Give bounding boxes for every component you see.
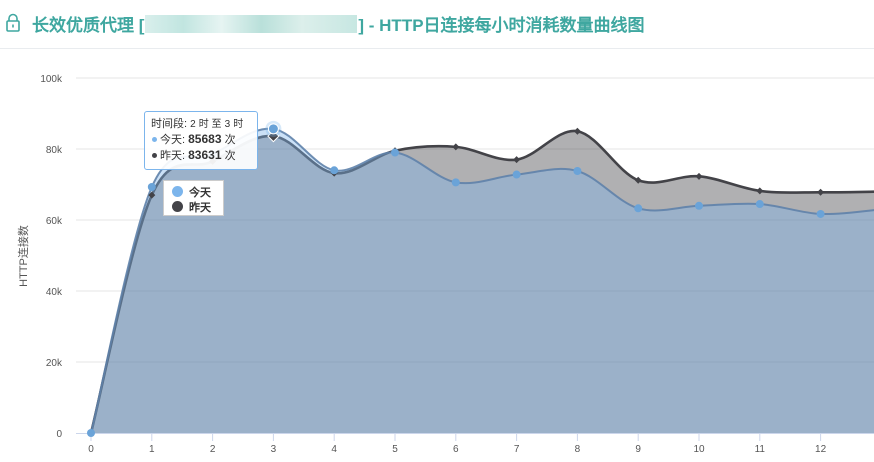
point-marker-yesterday	[634, 176, 642, 184]
y-tick-label: 20k	[46, 358, 63, 369]
tooltip-time-from: 2	[190, 119, 196, 130]
series-area	[91, 128, 874, 433]
point-marker-today	[695, 201, 703, 210]
tooltip-time-unit2: 时	[233, 119, 244, 130]
x-tick-label: 8	[575, 444, 581, 455]
page-title: 长效优质代理 [ ] - HTTP日连接每小时消耗数量曲线图	[32, 11, 645, 36]
point-marker-yesterday	[513, 156, 521, 164]
y-tick-label: 100k	[40, 74, 63, 85]
x-tick-label: 10	[693, 444, 705, 455]
point-marker-today	[87, 429, 95, 437]
tooltip-today-label: 今天:	[160, 134, 186, 146]
point-marker-yesterday	[817, 188, 825, 196]
point-marker-today	[330, 166, 339, 175]
point-marker-today	[573, 167, 582, 176]
x-tick-label: 9	[635, 444, 641, 455]
legend-symbol-yesterday	[172, 201, 183, 212]
tooltip-row-yesterday: 昨天: 83631 次	[151, 148, 257, 164]
point-marker-yesterday	[695, 172, 703, 180]
x-tick-label: 5	[392, 444, 398, 455]
title-prefix: 长效优质代理 [	[32, 16, 145, 35]
point-markers	[87, 120, 825, 437]
legend-label-yesterday: 昨天	[189, 201, 211, 214]
point-marker-today	[391, 148, 399, 157]
series-area	[91, 131, 874, 433]
x-tick-label: 2	[210, 444, 216, 455]
chart-header: 长效优质代理 [ ] - HTTP日连接每小时消耗数量曲线图	[0, 0, 874, 49]
tooltip-dot-today	[152, 137, 157, 143]
lock-icon	[6, 13, 20, 32]
y-tick-label: 0	[56, 429, 62, 440]
x-tick-label: 1	[149, 444, 155, 455]
x-tick-label: 3	[271, 444, 277, 455]
tooltip-yesterday-label: 昨天:	[160, 150, 186, 162]
point-marker-yesterday	[148, 191, 156, 199]
point-marker-yesterday	[573, 127, 581, 135]
tooltip-dot-yesterday	[152, 153, 157, 159]
tooltip-time-to: 3	[224, 119, 231, 130]
y-axis-label: HTTP连接数	[17, 225, 30, 287]
point-marker-today	[816, 209, 825, 218]
point-marker-today	[634, 204, 643, 213]
y-tick-label: 40k	[46, 287, 63, 298]
point-marker-yesterday	[267, 129, 280, 143]
point-marker-today	[512, 170, 521, 179]
x-tick-label: 4	[331, 444, 337, 455]
tooltip-today-value: 85683	[188, 132, 222, 146]
x-tick-label: 6	[453, 444, 459, 455]
point-marker-yesterday	[756, 187, 764, 195]
tooltip-row-today: 今天: 85683 次	[151, 132, 257, 148]
x-tick-label: 11	[755, 444, 766, 455]
legend: 今天 昨天	[163, 180, 224, 216]
redacted-proxy-name	[145, 14, 358, 33]
tooltip-today-unit: 次	[224, 134, 236, 146]
legend-symbol-today	[172, 186, 183, 197]
y-tick-label: 80k	[46, 145, 63, 156]
tooltip-time-unit: 时 至	[198, 119, 222, 130]
point-marker-yesterday	[452, 143, 460, 151]
tooltip-time-label: 时间段:	[151, 118, 188, 130]
point-marker-today	[267, 123, 279, 135]
legend-item-today[interactable]: 今天	[172, 184, 211, 199]
legend-label-today: 今天	[189, 186, 211, 199]
point-marker-today	[147, 182, 156, 191]
point-marker-today	[755, 200, 764, 209]
y-tick-label: 60k	[46, 216, 63, 227]
tooltip-time-row: 时间段: 2 时 至 3 时	[151, 117, 257, 132]
tooltip-yesterday-value: 83631	[188, 148, 222, 162]
x-tick-label: 7	[514, 444, 520, 455]
x-tick-label: 0	[88, 444, 94, 455]
series-areas	[89, 127, 874, 434]
point-marker-today	[451, 178, 460, 187]
title-suffix: ] - HTTP日连接每小时消耗数量曲线图	[358, 16, 645, 35]
tooltip-yesterday-unit: 次	[224, 150, 236, 162]
x-tick-label: 12	[815, 444, 827, 455]
tooltip: 时间段: 2 时 至 3 时 今天: 85683 次 昨天: 83631 次	[144, 111, 258, 170]
legend-item-yesterday[interactable]: 昨天	[172, 199, 211, 214]
